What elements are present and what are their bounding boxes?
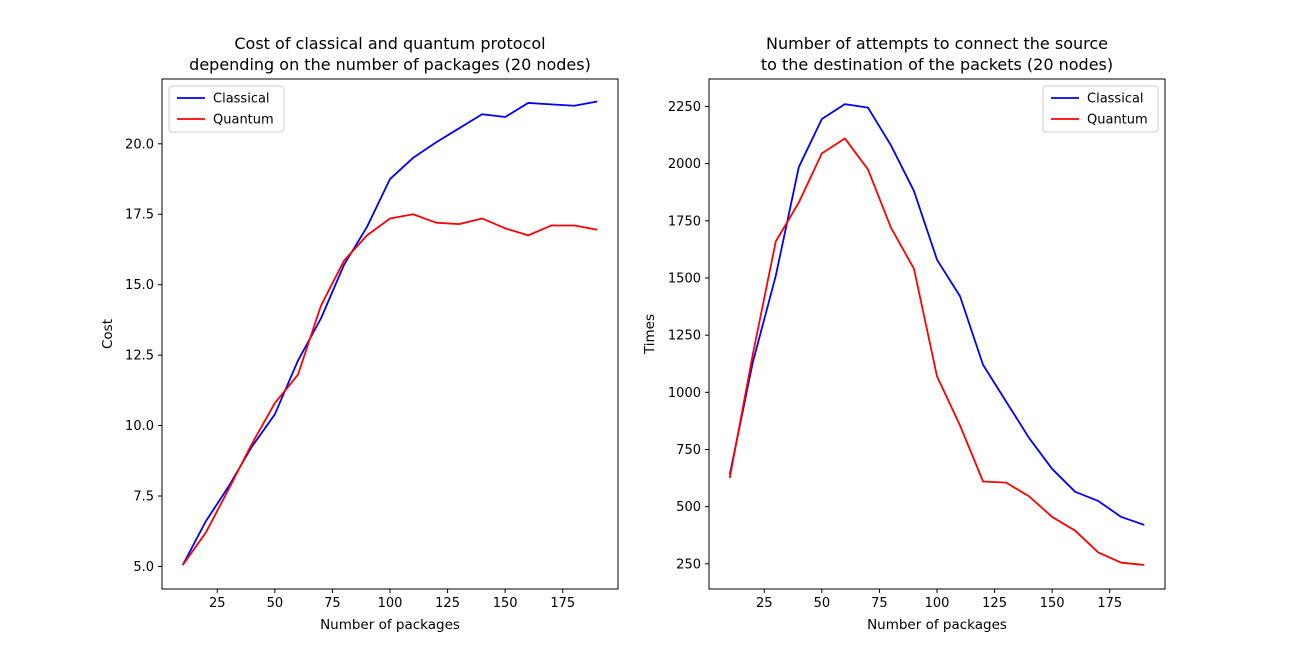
series-line-quantum [728, 137, 1145, 566]
x-tick-label: 25 [756, 596, 773, 611]
x-tick-label: 175 [550, 596, 575, 611]
y-tick-label: 2000 [668, 157, 701, 172]
x-tick-label: 75 [324, 596, 341, 611]
chart-panel-1: Cost of classical and quantum protocol de… [100, 34, 619, 633]
y-tick-label: 15.0 [125, 278, 154, 293]
chart-title-line-2: to the destination of the packets (20 no… [761, 55, 1113, 74]
chart-panel-2: Number of attempts to connect the source… [642, 34, 1166, 633]
y-tick-label: 1750 [668, 214, 701, 229]
y-axis-label: Times [642, 314, 658, 355]
y-tick-label: 20.0 [125, 137, 154, 152]
x-tick-label: 125 [435, 596, 460, 611]
y-tick-label: 1250 [668, 329, 701, 344]
plot-frame [161, 78, 619, 590]
x-tick-label: 50 [267, 596, 284, 611]
y-tick-label: 1000 [668, 386, 701, 401]
legend: Classical Quantum [168, 85, 285, 133]
series-line-classical [728, 103, 1145, 526]
y-tick-label: 7.5 [133, 490, 154, 505]
x-tick-label: 175 [1097, 596, 1122, 611]
legend-label-classical: Classical [1087, 92, 1144, 107]
x-tick-label: 100 [378, 596, 403, 611]
y-axis-label: Cost [100, 319, 116, 349]
x-tick-label: 125 [982, 596, 1007, 611]
legend: Classical Quantum [1042, 85, 1159, 133]
y-tick-label: 5.0 [133, 560, 154, 575]
x-tick-label: 150 [493, 596, 518, 611]
x-axis-label: Number of packages [867, 617, 1007, 633]
y-tick-label: 2250 [668, 100, 701, 115]
plot-frame [708, 78, 1166, 590]
y-tick-label: 1500 [668, 271, 701, 286]
chart-title-line-1: Number of attempts to connect the source [766, 34, 1108, 53]
x-tick-label: 25 [209, 596, 226, 611]
y-tick-label: 10.0 [125, 419, 154, 434]
x-axis-label: Number of packages [320, 617, 460, 633]
y-tick-label: 12.5 [125, 349, 154, 364]
series-line-classical [181, 100, 598, 566]
y-tick-label: 750 [676, 443, 701, 458]
legend-label-quantum: Quantum [213, 113, 274, 128]
x-tick-label: 150 [1040, 596, 1065, 611]
series-line-quantum [181, 213, 598, 566]
legend-label-classical: Classical [213, 92, 270, 107]
chart-title-line-1: Cost of classical and quantum protocol [234, 34, 545, 53]
x-tick-label: 75 [871, 596, 888, 611]
y-tick-label: 17.5 [125, 208, 154, 223]
legend-label-quantum: Quantum [1087, 113, 1148, 128]
y-tick-label: 500 [676, 500, 701, 515]
x-tick-label: 100 [925, 596, 950, 611]
y-tick-label: 250 [676, 557, 701, 572]
chart-title-line-2: depending on the number of packages (20 … [189, 55, 591, 74]
x-tick-label: 50 [814, 596, 831, 611]
